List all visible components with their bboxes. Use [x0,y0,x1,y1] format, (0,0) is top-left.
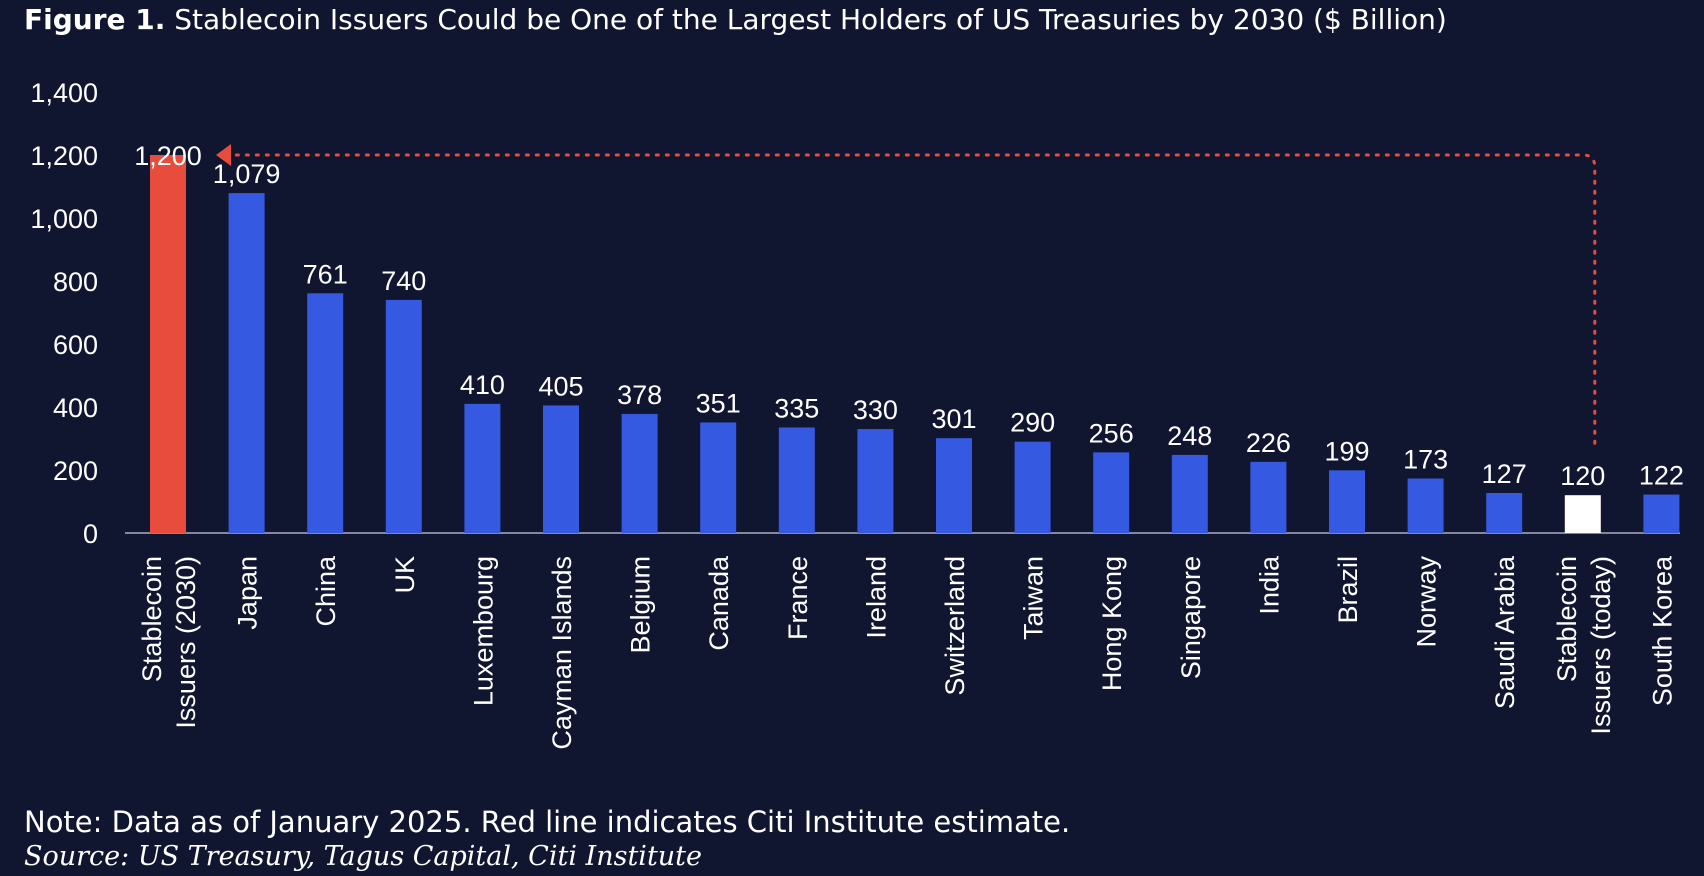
chart-title: Figure 1. Stablecoin Issuers Could be On… [24,2,1447,38]
data-label: 120 [1560,461,1605,491]
data-label: 410 [460,370,505,400]
x-tick-label: Taiwan [1019,556,1049,640]
x-tick-label-line: Japan [233,556,263,630]
x-tick-label-line: Saudi Arabia [1490,555,1520,709]
x-tick-label-line: Brazil [1333,556,1363,624]
x-tick-label: Cayman Islands [547,556,577,750]
x-tick-label-line: UK [390,556,420,594]
bar [1014,441,1051,533]
x-tick-label: Ireland [861,556,891,639]
x-tick-label: Hong Kong [1097,556,1127,691]
x-tick-label-line: Cayman Islands [547,556,577,750]
x-tick-label: Belgium [626,556,656,654]
data-label: 226 [1246,428,1291,458]
bar [1329,470,1365,533]
x-tick-label-line: Hong Kong [1097,556,1127,691]
figure-title-text: Stablecoin Issuers Could be One of the L… [174,3,1447,36]
x-tick-label-line: Switzerland [940,556,970,696]
x-tick-label: South Korea [1647,555,1677,706]
x-tick-label-line: Luxembourg [468,556,498,706]
data-label: 335 [774,393,819,423]
x-tick-label: Stablecoin Issuers (2030) [137,556,201,729]
x-tick-label: Singapore [1176,556,1206,679]
x-tick-label-line: Belgium [626,556,656,654]
y-tick-label: 200 [53,456,98,486]
x-tick-label: Switzerland [940,556,970,696]
y-tick-label: 600 [53,330,98,360]
data-label: 761 [303,259,348,289]
data-label: 256 [1089,418,1134,448]
chart-source: Source: US Treasury, Tagus Capital, Citi… [24,841,703,872]
data-label: 1,079 [213,159,281,189]
x-tick-label-line: France [783,556,813,640]
bar [621,413,658,533]
x-tick-label: UK [390,556,420,594]
bar [936,438,972,533]
data-label: 290 [1010,408,1055,438]
data-label: 173 [1403,445,1448,475]
x-tick-label: Stablecoin Issuers (today) [1552,556,1616,735]
x-tick-label-line: South Korea [1647,555,1677,706]
x-tick-label: Canada [704,555,734,651]
data-label: 122 [1639,461,1684,491]
x-tick-label-line: Singapore [1176,556,1206,679]
data-label: 405 [538,371,583,401]
chart-note: Note: Data as of January 2025. Red line … [24,805,1071,839]
y-tick-label: 1,400 [30,78,98,108]
data-label: 378 [617,380,662,410]
estimate-arrow-head [216,144,231,166]
y-tick-label: 1,200 [30,141,98,171]
bar [1171,454,1208,533]
x-tick-label: China [311,555,341,627]
data-label: 330 [853,395,898,425]
bar [543,405,579,533]
data-label: 740 [381,266,426,296]
bar [1486,492,1523,533]
x-tick-label: Norway [1412,556,1442,648]
x-tick-label: Luxembourg [468,556,498,706]
bar [385,299,422,533]
data-label: 199 [1324,436,1369,466]
data-label: 1,200 [134,141,202,171]
x-tick-label-line: Norway [1412,556,1442,648]
bar [464,403,501,533]
y-tick-label: 800 [53,267,98,297]
figure-label: Figure 1. [24,3,166,36]
x-tick-label: France [783,556,813,640]
estimate-arrow-line [228,153,1597,445]
x-tick-label: Brazil [1333,556,1363,624]
x-tick-label-line: Issuers (2030) [171,556,201,729]
x-tick-label-line: Canada [704,555,734,651]
bar [778,427,815,533]
x-tick-label-line: India [1254,555,1284,615]
data-label: 301 [931,404,976,434]
bar [228,193,265,534]
bar [1564,495,1601,533]
data-label: 248 [1167,421,1212,451]
x-tick-label: Japan [233,556,263,630]
y-tick-label: 400 [53,393,98,423]
x-tick-label-line: Stablecoin [1552,556,1582,682]
data-label: 127 [1482,459,1527,489]
x-tick-label-line: Issuers (today) [1586,556,1616,735]
bar [700,422,737,533]
x-tick-label-line: China [311,555,341,627]
bar [150,155,186,533]
y-tick-label: 1,000 [30,204,98,234]
x-tick-label: India [1254,555,1284,615]
bar [307,293,344,533]
x-tick-label-line: Ireland [861,556,891,639]
bar [1250,461,1287,533]
bar [1407,478,1444,533]
data-label: 351 [696,388,741,418]
bar [1093,452,1130,533]
x-tick-label-line: Stablecoin [137,556,167,682]
x-tick-label: Saudi Arabia [1490,555,1520,709]
bar [1643,494,1680,533]
y-tick-label: 0 [83,519,98,549]
x-tick-label-line: Taiwan [1019,556,1049,640]
bar [857,429,894,533]
